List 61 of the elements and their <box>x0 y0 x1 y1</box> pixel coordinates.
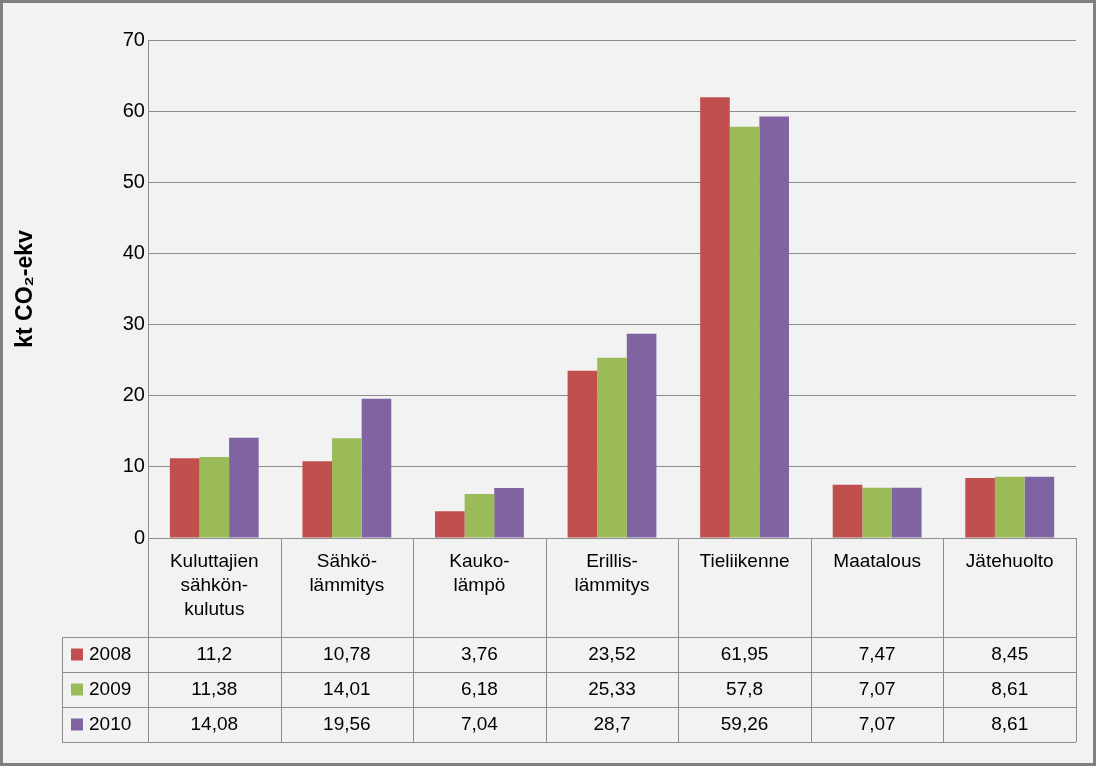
bar <box>169 458 200 538</box>
y-tick-label: 60 <box>122 98 145 121</box>
data-label: 11,38 <box>191 677 238 699</box>
bar <box>832 484 863 538</box>
x-tick-label: Tieliikenne <box>699 550 790 572</box>
bar <box>464 494 495 538</box>
y-tick-label: 50 <box>122 169 145 192</box>
data-label: 7,04 <box>460 712 499 734</box>
data-label: 14,01 <box>323 677 371 699</box>
bar <box>729 126 760 538</box>
data-label: 7,47 <box>858 642 896 664</box>
data-label: 19,56 <box>323 712 371 734</box>
x-tick-label: Erillis-lämmitys <box>574 550 650 595</box>
legend-label: 2009 <box>89 677 132 699</box>
data-label: 28,7 <box>593 712 631 734</box>
bar <box>965 477 995 538</box>
data-label: 59,26 <box>720 712 769 734</box>
data-label: 11,2 <box>196 642 233 664</box>
bar <box>597 357 627 538</box>
bar <box>229 437 259 538</box>
bar <box>494 487 524 538</box>
bar <box>435 511 465 538</box>
data-label: 61,95 <box>720 642 769 664</box>
bar <box>700 97 730 538</box>
data-label: 57,8 <box>726 677 764 699</box>
data-label: 3,76 <box>460 642 498 664</box>
y-tick-label: 70 <box>122 27 145 50</box>
bar <box>361 398 392 538</box>
data-label: 7,07 <box>858 677 896 699</box>
data-label: 8,61 <box>991 677 1029 699</box>
bar <box>626 333 657 538</box>
bar <box>567 370 598 538</box>
data-label: 10,78 <box>323 642 371 664</box>
data-label: 6,18 <box>460 677 498 699</box>
data-label: 25,33 <box>588 677 636 699</box>
y-tick-label: 30 <box>122 312 145 335</box>
bar <box>302 461 333 538</box>
bar <box>332 438 362 538</box>
y-axis-title: kt CO₂-ekv <box>11 230 38 348</box>
data-label: 7,07 <box>858 712 896 734</box>
bar <box>891 487 922 538</box>
y-tick-label: 20 <box>122 383 145 406</box>
legend-label: 2008 <box>89 642 132 664</box>
bar <box>759 116 789 538</box>
data-label: 8,45 <box>991 642 1029 664</box>
y-tick-label: 10 <box>122 454 145 477</box>
bar <box>994 476 1025 538</box>
x-tick-label: Maatalous <box>833 550 921 572</box>
data-label: 8,61 <box>991 712 1029 734</box>
data-label: 14,08 <box>190 712 239 734</box>
legend-label: 2010 <box>89 712 132 734</box>
bar <box>1024 476 1055 538</box>
x-tick-label: Kuluttajien sähkön-kulutus <box>169 550 259 619</box>
x-tick-label: Jätehuolto <box>965 550 1054 572</box>
x-tick-label: Kauko-lämpö <box>449 550 510 595</box>
bar <box>199 457 230 538</box>
data-label: 23,52 <box>588 642 636 664</box>
y-tick-label: 0 <box>133 525 145 548</box>
bar <box>862 487 892 538</box>
x-tick-label: Sähkö-lämmitys <box>309 550 385 595</box>
y-tick-label: 40 <box>122 240 145 263</box>
